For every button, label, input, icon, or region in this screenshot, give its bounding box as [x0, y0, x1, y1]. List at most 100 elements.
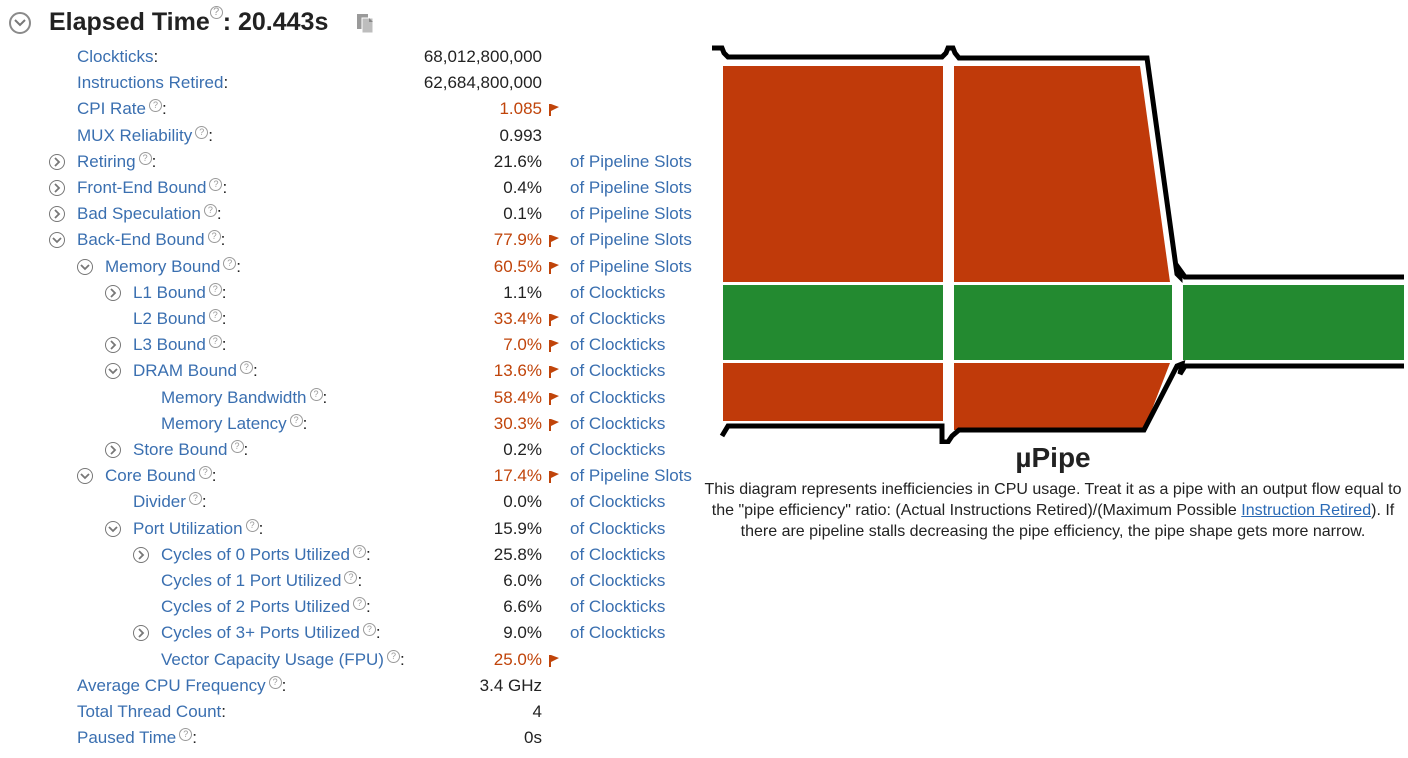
expand-button[interactable] [105, 337, 121, 353]
expand-button[interactable] [49, 180, 65, 196]
metric-label[interactable]: L3 Bound?: [133, 334, 227, 356]
metric-label-text[interactable]: Clockticks [77, 47, 154, 66]
metric-label-text[interactable]: Cycles of 0 Ports Utilized [161, 545, 350, 564]
help-icon[interactable]: ? [386, 650, 400, 663]
metric-label[interactable]: Memory Bandwidth?: [161, 387, 327, 409]
expand-button[interactable] [105, 442, 121, 458]
help-icon[interactable]: ? [195, 126, 209, 139]
metric-label[interactable]: Cycles of 2 Ports Utilized?: [161, 596, 371, 618]
help-icon[interactable]: ? [138, 152, 152, 165]
collapse-button[interactable] [105, 521, 121, 537]
collapse-button[interactable] [77, 468, 93, 484]
help-icon[interactable]: ? [198, 466, 212, 479]
metric-unit: of Pipeline Slots [570, 152, 692, 171]
help-icon[interactable]: ? [208, 309, 222, 322]
metric-label-text[interactable]: Total Thread Count [77, 702, 222, 721]
metric-label-text[interactable]: Memory Bound [105, 257, 221, 276]
metric-label-text[interactable]: Cycles of 2 Ports Utilized [161, 597, 350, 616]
metric-label-text[interactable]: Memory Latency [161, 414, 287, 433]
help-icon[interactable]: ? [230, 440, 244, 453]
expand-button[interactable] [49, 154, 65, 170]
metric-label-text[interactable]: Core Bound [105, 466, 196, 485]
label-colon: : [222, 178, 228, 197]
collapse-section-button[interactable] [9, 12, 31, 34]
metric-label[interactable]: Back-End Bound?: [77, 229, 225, 251]
help-icon[interactable]: ? [245, 519, 259, 532]
metric-label[interactable]: Clockticks: [77, 46, 158, 68]
instruction-retired-link[interactable]: Instruction Retired [1241, 502, 1372, 519]
metric-label[interactable]: Cycles of 1 Port Utilized?: [161, 570, 362, 592]
metric-label[interactable]: Paused Time?: [77, 727, 197, 749]
metric-label[interactable]: Divider?: [133, 491, 207, 513]
metric-label-text[interactable]: Vector Capacity Usage (FPU) [161, 650, 384, 669]
expand-button[interactable] [49, 206, 65, 222]
metric-label[interactable]: CPI Rate?: [77, 98, 167, 120]
collapse-button[interactable] [49, 232, 65, 248]
metric-label-text[interactable]: L2 Bound [133, 309, 206, 328]
metric-label[interactable]: Port Utilization?: [133, 518, 263, 540]
help-icon[interactable]: ? [207, 230, 221, 243]
help-icon[interactable]: ? [344, 571, 358, 584]
metric-label[interactable]: L2 Bound?: [133, 308, 227, 330]
help-icon[interactable]: ? [188, 492, 202, 505]
metric-label-text[interactable]: Store Bound [133, 440, 228, 459]
metric-label[interactable]: Average CPU Frequency?: [77, 675, 286, 697]
metric-label-text[interactable]: Bad Speculation [77, 204, 201, 223]
metric-label[interactable]: Memory Latency?: [161, 413, 307, 435]
help-icon[interactable]: ? [148, 99, 162, 112]
help-icon[interactable]: ? [203, 204, 217, 217]
metric-unit: of Clockticks [570, 492, 666, 511]
metric-label[interactable]: Cycles of 0 Ports Utilized?: [161, 544, 371, 566]
expand-button[interactable] [105, 285, 121, 301]
metric-label-text[interactable]: Average CPU Frequency [77, 676, 266, 695]
metric-label[interactable]: MUX Reliability?: [77, 125, 213, 147]
help-icon[interactable]: ? [179, 728, 193, 741]
metric-label-text[interactable]: Instructions Retired [77, 73, 224, 92]
help-icon[interactable]: ? [289, 414, 303, 427]
collapse-button[interactable] [105, 363, 121, 379]
metric-label[interactable]: DRAM Bound?: [133, 360, 258, 382]
help-icon[interactable]: ? [209, 178, 223, 191]
metric-label-text[interactable]: Divider [133, 492, 186, 511]
metric-label-text[interactable]: Paused Time [77, 728, 177, 747]
metric-label-text[interactable]: Front-End Bound [77, 178, 207, 197]
metric-label[interactable]: L1 Bound?: [133, 282, 227, 304]
metric-label-text[interactable]: MUX Reliability [77, 126, 193, 145]
metric-label-text[interactable]: Memory Bandwidth [161, 388, 307, 407]
help-icon[interactable]: ? [208, 283, 222, 296]
help-icon[interactable]: ? [352, 545, 366, 558]
metric-label[interactable]: Front-End Bound?: [77, 177, 227, 199]
metric-label-text[interactable]: Back-End Bound [77, 230, 205, 249]
metric-label[interactable]: Store Bound?: [133, 439, 248, 461]
metric-label[interactable]: Bad Speculation?: [77, 203, 222, 225]
copy-icon[interactable] [356, 13, 376, 35]
metric-label-text[interactable]: Cycles of 3+ Ports Utilized [161, 623, 360, 642]
help-icon[interactable]: ? [223, 257, 237, 270]
help-icon[interactable]: ? [309, 388, 323, 401]
metric-label-text[interactable]: DRAM Bound [133, 361, 237, 380]
metric-label-text[interactable]: L1 Bound [133, 283, 206, 302]
metric-label[interactable]: Instructions Retired: [77, 72, 228, 94]
metric-row: Core Bound?: 17.4% of Pipeline Slots [0, 465, 700, 487]
metric-label[interactable]: Memory Bound?: [105, 256, 241, 278]
metric-label[interactable]: Vector Capacity Usage (FPU)?: [161, 649, 405, 671]
metric-label-text[interactable]: CPI Rate [77, 99, 146, 118]
help-icon[interactable]: ? [268, 676, 282, 689]
help-icon[interactable]: ? [362, 623, 376, 636]
help-icon[interactable]: ? [209, 6, 223, 19]
metric-label[interactable]: Cycles of 3+ Ports Utilized?: [161, 622, 381, 644]
metric-label-text[interactable]: Retiring [77, 152, 136, 171]
metric-label-text[interactable]: L3 Bound [133, 335, 206, 354]
help-icon[interactable]: ? [352, 597, 366, 610]
help-icon[interactable]: ? [239, 361, 253, 374]
expand-button[interactable] [133, 625, 149, 641]
expand-button[interactable] [133, 547, 149, 563]
metric-label[interactable]: Core Bound?: [105, 465, 216, 487]
metric-label[interactable]: Total Thread Count: [77, 701, 226, 723]
help-icon[interactable]: ? [208, 335, 222, 348]
metric-label-text[interactable]: Port Utilization [133, 519, 243, 538]
metric-value: 25.0% [493, 650, 542, 669]
collapse-button[interactable] [77, 259, 93, 275]
metric-label[interactable]: Retiring?: [77, 151, 156, 173]
metric-label-text[interactable]: Cycles of 1 Port Utilized [161, 571, 342, 590]
